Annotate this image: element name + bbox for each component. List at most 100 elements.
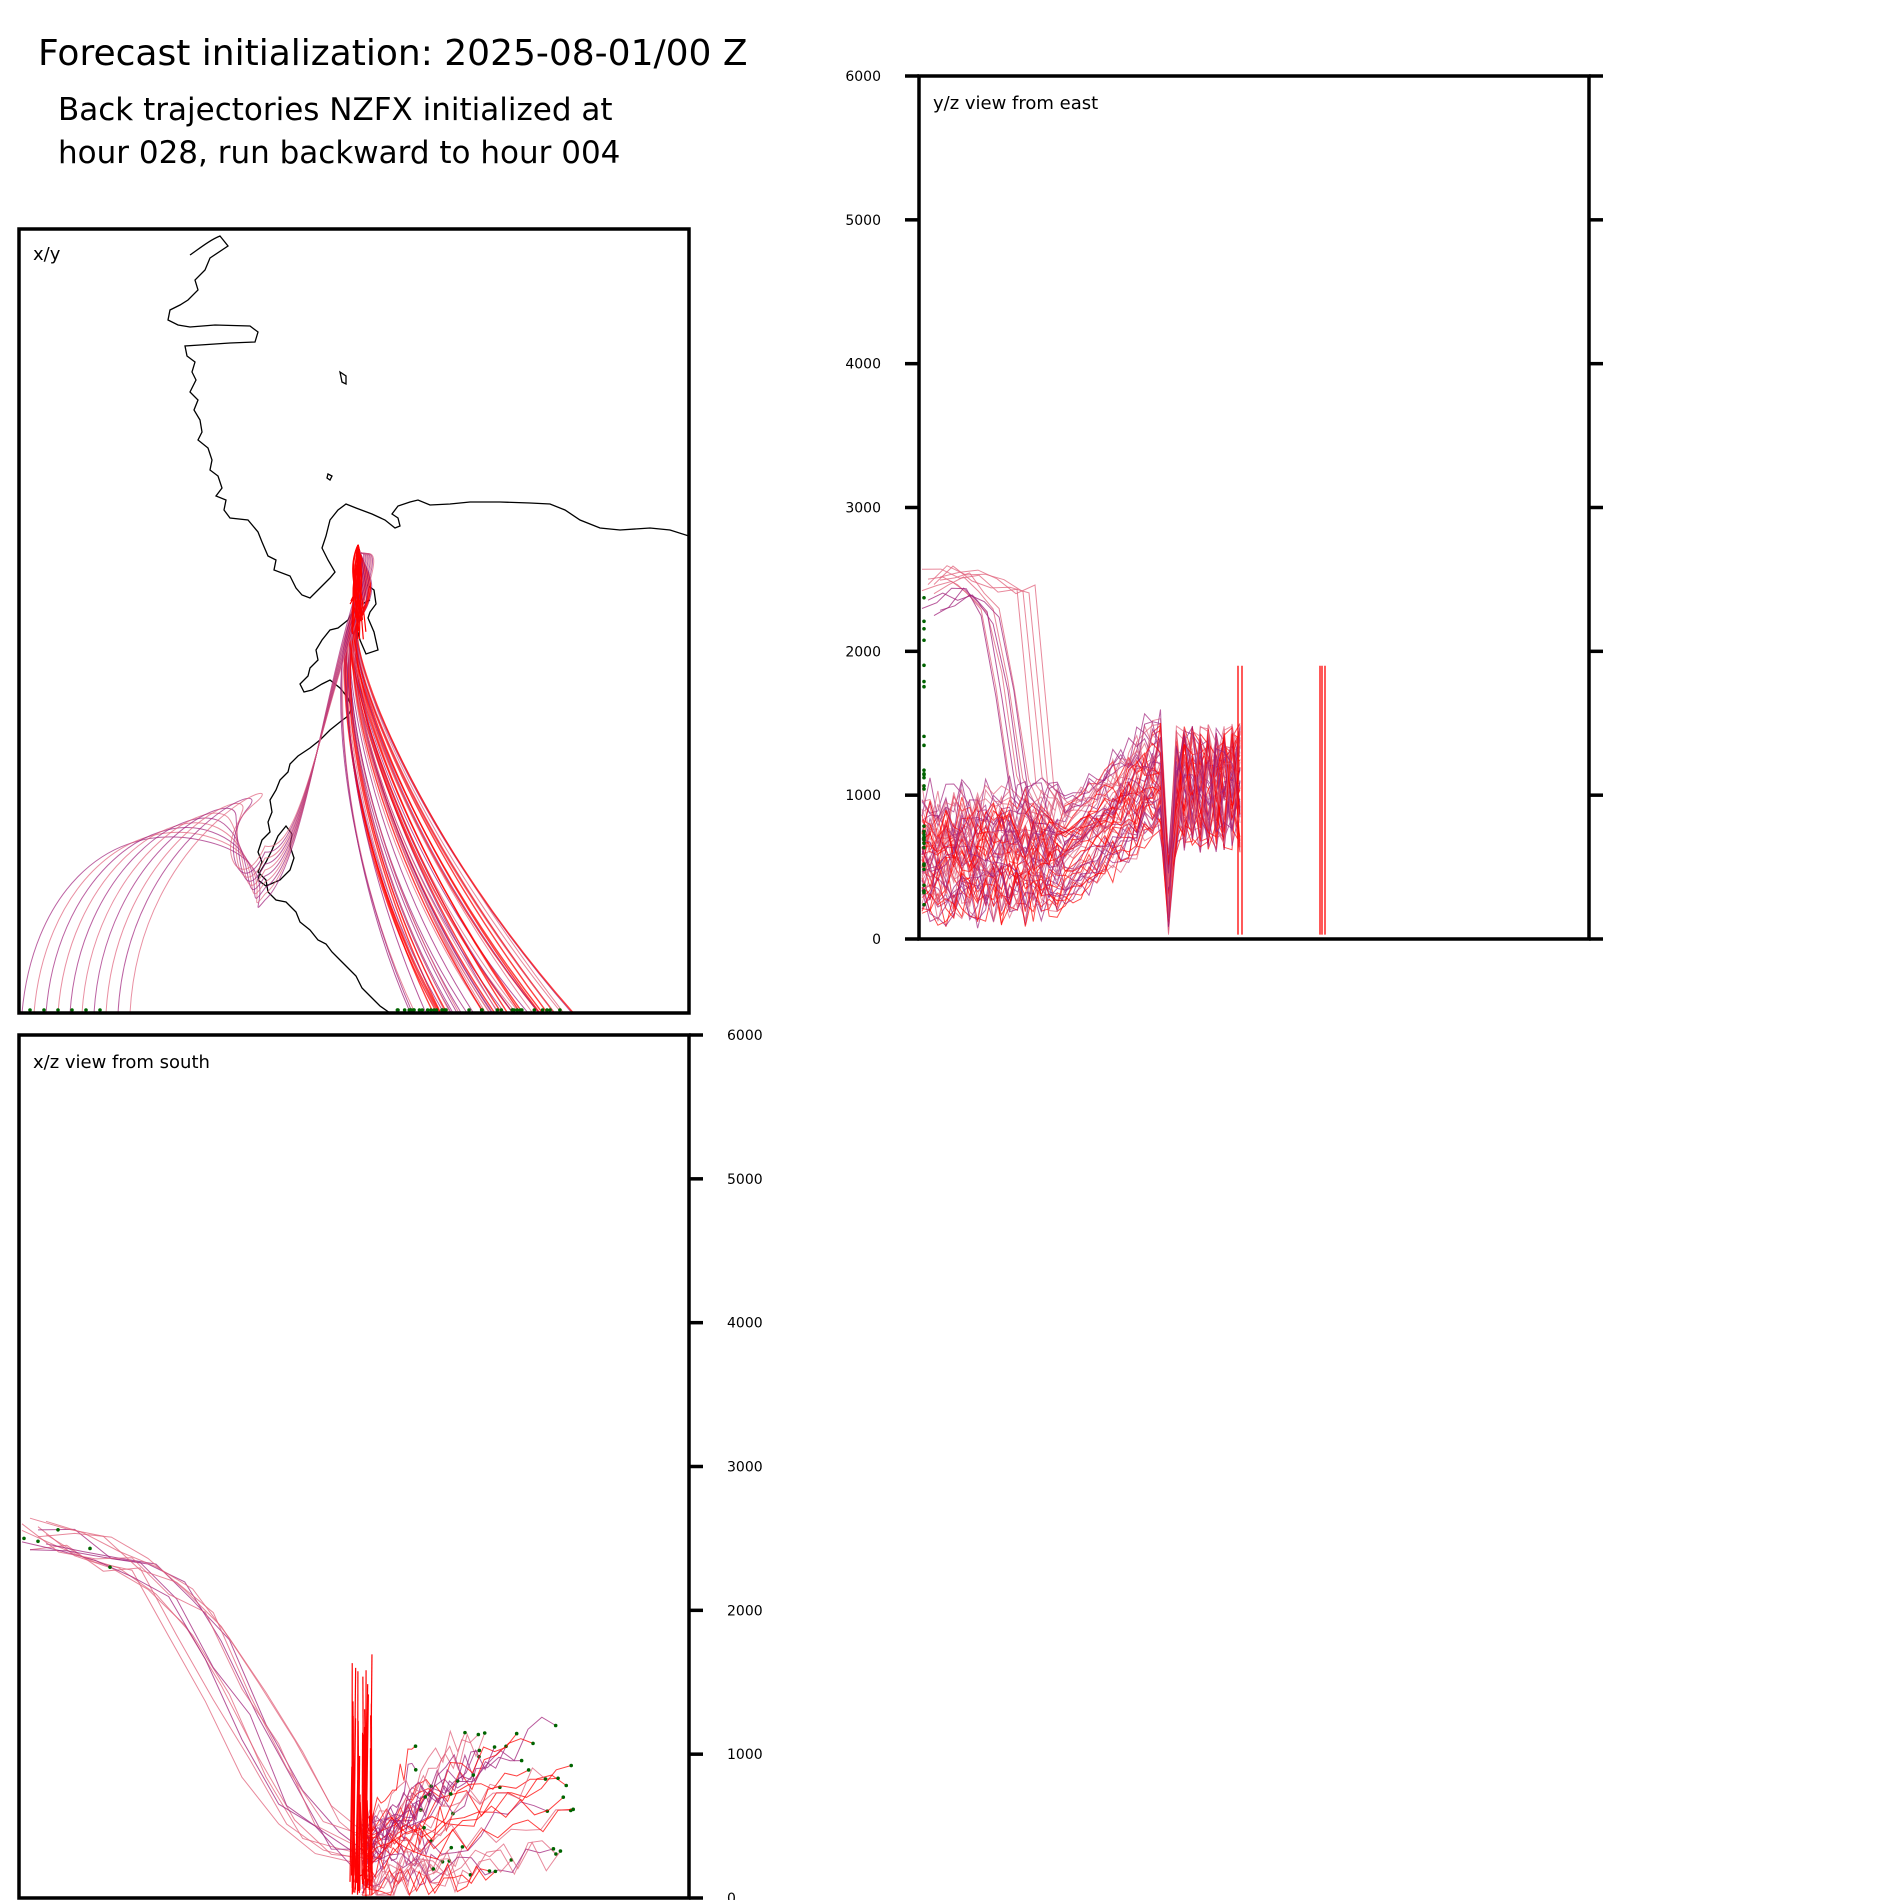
yz-panel: 0 1000 2000 3000 4000 5000 6000 y/z view from … <box>845 69 1603 948</box>
yz-start-marker <box>922 619 926 624</box>
xy-trajectory <box>356 544 363 626</box>
xz-trajectory <box>370 1795 373 1882</box>
xz-trajectory <box>361 1732 364 1874</box>
yz-start-marker <box>922 841 926 846</box>
xz-start-marker <box>569 1763 574 1768</box>
xz-trajectory <box>361 1841 561 1896</box>
xy-trajectory <box>355 544 522 1013</box>
yz-trajectory <box>921 580 1056 839</box>
yz-tick-label: 2000 <box>845 644 881 660</box>
xy-plot-area <box>21 235 689 1013</box>
coastline <box>326 473 333 481</box>
yz-trajectory <box>933 565 1068 813</box>
xz-start-marker <box>88 1546 92 1551</box>
xz-trajectory <box>366 1800 370 1891</box>
coastline <box>167 235 689 599</box>
xz-start-marker <box>553 1723 558 1728</box>
xz-start-marker <box>554 1852 558 1856</box>
yz-tick-label: 6000 <box>845 69 881 85</box>
xy-start-marker <box>440 1008 444 1012</box>
xy-trajectories <box>21 544 574 1013</box>
xz-start-marker <box>531 1741 535 1746</box>
xz-panel: 0 1000 2000 3000 4000 5000 6000 x/z view from … <box>17 1028 763 1900</box>
xz-trajectories <box>21 1517 576 1897</box>
xy-start-marker <box>70 1008 74 1012</box>
xz-start-marker <box>558 1849 563 1853</box>
yz-start-marker <box>922 626 926 631</box>
yz-start-marker <box>922 663 926 668</box>
yz-tick-label: 4000 <box>845 357 881 373</box>
yz-start-marker <box>922 883 926 888</box>
xz-start-marker <box>413 1744 418 1749</box>
yz-start-marker <box>922 771 926 776</box>
xy-trajectory <box>93 544 371 1013</box>
xz-trajectory <box>357 1755 361 1891</box>
xz-trajectory <box>361 1769 529 1856</box>
yz-trajectory <box>921 747 1241 928</box>
yz-y-axis: 0 1000 2000 3000 4000 5000 6000 <box>845 69 1603 948</box>
xz-trajectory <box>361 1774 567 1863</box>
xy-start-marker <box>444 1008 448 1012</box>
xz-trajectory <box>369 1654 373 1895</box>
xy-frame <box>17 227 691 1015</box>
yz-start-marker <box>922 862 926 866</box>
xy-trajectory <box>105 544 372 1013</box>
xz-trajectory <box>361 1774 474 1841</box>
xz-start-marker <box>463 1730 467 1735</box>
xz-trajectory <box>361 1862 496 1897</box>
xz-trajectory <box>351 1777 356 1876</box>
xz-trajectory <box>367 1816 372 1872</box>
yz-tick-label: 0 <box>872 932 881 948</box>
xz-tick-label: 2000 <box>727 1603 763 1619</box>
xy-start-marker <box>425 1008 430 1012</box>
yz-trajectory <box>921 732 1241 867</box>
xy-trajectory <box>355 544 363 616</box>
xz-trajectory <box>361 1746 495 1848</box>
yz-start-marker <box>922 837 926 842</box>
xy-start-marker <box>495 1008 500 1012</box>
yz-start-marker <box>922 638 926 643</box>
xy-trajectory <box>351 544 556 1013</box>
xy-trajectory <box>117 544 374 1013</box>
xz-trajectory <box>361 1850 512 1897</box>
xz-start-marker <box>564 1783 569 1788</box>
xz-trajectory <box>364 1774 366 1869</box>
yz-trajectory <box>921 729 1241 881</box>
xz-start-marker <box>431 1867 436 1871</box>
yz-trajectory <box>921 725 1241 888</box>
xy-start-marker <box>479 1008 484 1012</box>
xy-trajectory <box>348 544 503 1013</box>
xz-start-marker <box>22 1536 26 1541</box>
yz-start-marker <box>922 784 926 788</box>
xz-trajectory <box>361 1808 574 1872</box>
yz-trajectory <box>921 726 1241 876</box>
xy-start-marker <box>434 1008 439 1012</box>
xy-start-marker <box>420 1008 425 1012</box>
yz-tick-label: 3000 <box>845 501 881 517</box>
xz-trajectory <box>349 1766 353 1882</box>
xy-trajectory <box>45 544 367 1013</box>
xz-trajectory <box>361 1765 572 1839</box>
xz-start-marker <box>56 1527 60 1532</box>
yz-trajectory <box>921 741 1241 902</box>
yz-start-marker <box>922 734 926 739</box>
xz-start-marker <box>526 1768 531 1772</box>
xz-tick-label: 0 <box>727 1891 736 1900</box>
xz-trajectory <box>352 1718 357 1876</box>
xz-start-marker <box>471 1773 476 1777</box>
xy-start-marker <box>518 1008 523 1012</box>
yz-trajectory <box>921 729 1241 927</box>
xz-trajectory <box>361 1729 466 1844</box>
xz-start-marker <box>543 1777 548 1781</box>
xz-trajectory <box>361 1767 546 1848</box>
xz-y-axis: 0 1000 2000 3000 4000 5000 6000 <box>689 1028 763 1900</box>
xz-start-marker <box>487 1869 492 1873</box>
xy-start-marker <box>432 1008 436 1012</box>
xz-tick-label: 6000 <box>727 1028 763 1044</box>
xz-trajectory <box>21 1529 353 1863</box>
xy-start-marker <box>532 1008 537 1012</box>
yz-trajectory <box>921 731 1241 872</box>
yz-start-marker <box>922 867 926 872</box>
xz-start-marker <box>460 1845 465 1849</box>
